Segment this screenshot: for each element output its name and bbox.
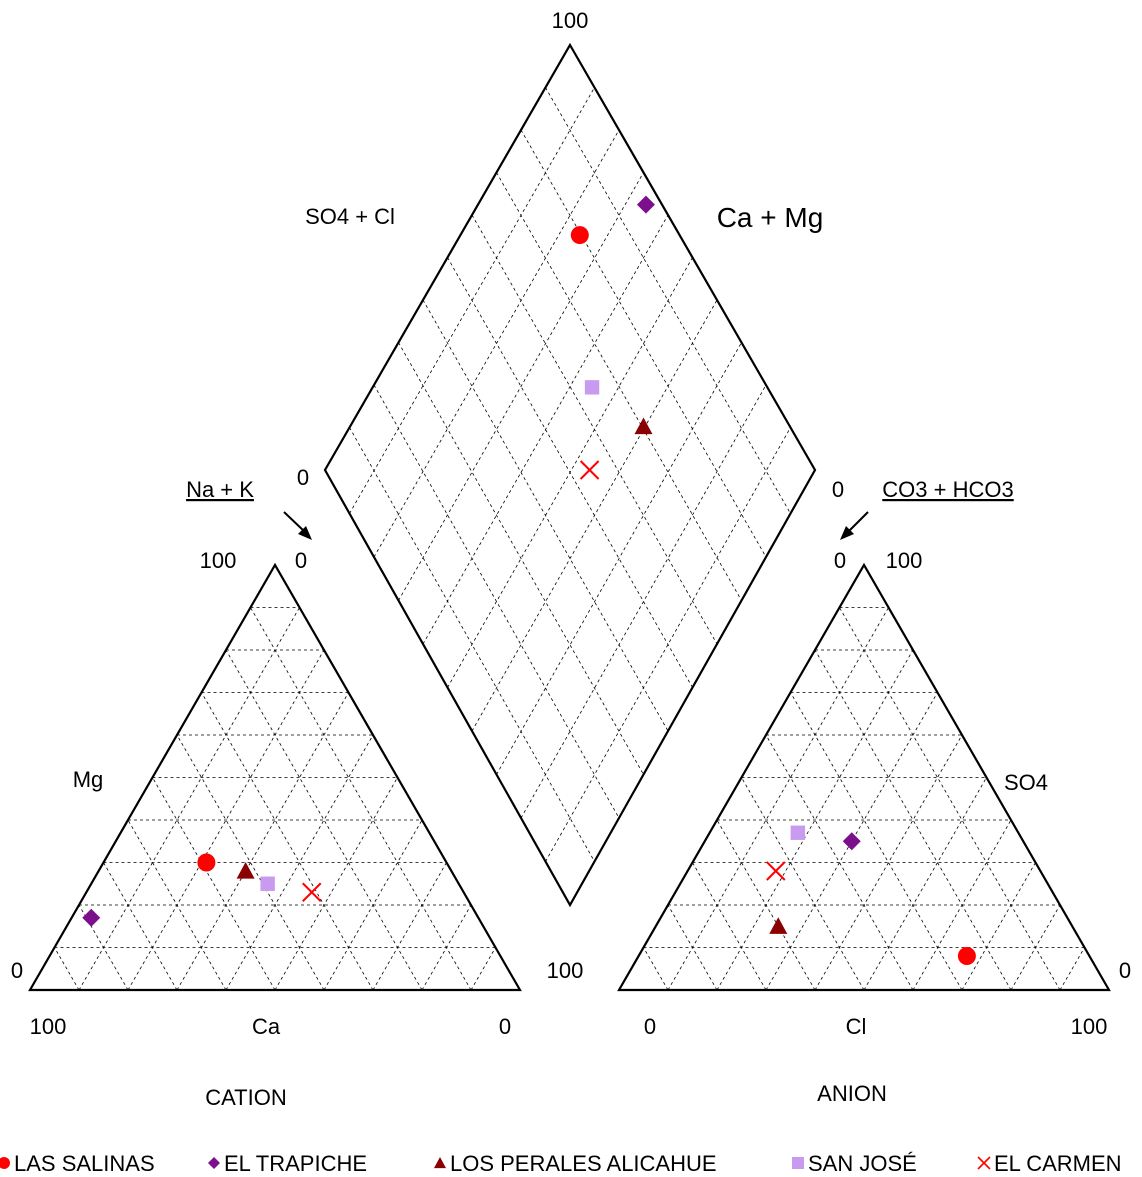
- diamond-point-el-trapiche: [636, 195, 655, 214]
- anion-triangle-grid-l: [863, 777, 987, 991]
- anion-tick-apex-left: 0: [834, 548, 846, 573]
- arrow-na-k: [283, 511, 312, 540]
- cation-tick-bottom-left: 100: [30, 1014, 67, 1039]
- diamond-grid-a: [349, 427, 595, 862]
- diamond-grid-b: [520, 384, 767, 819]
- anion-triangle-grid-r: [692, 862, 767, 991]
- cation-triangle-frame: [28, 562, 522, 992]
- diamond-point-las-salinas: [570, 226, 589, 245]
- legend-label-los-perales-alicahue: LOS PERALES ALICAHUE: [450, 1151, 717, 1176]
- anion-point-los-perales-alicahue: [769, 917, 788, 934]
- anion-triangle-grid-r: [667, 904, 718, 991]
- diamond-grid-b: [349, 87, 595, 514]
- anion-triangle-grid-l: [1059, 947, 1085, 991]
- anion-axis-label-so4: SO4: [1004, 770, 1048, 795]
- arrow-co3-hco3: [840, 511, 869, 540]
- anion-triangle-grid-r: [741, 777, 865, 991]
- cation-triangle-grid-r: [78, 904, 129, 991]
- cation-triangle-grid-l: [78, 607, 300, 991]
- cation-note-na-k: Na + K: [186, 477, 254, 502]
- cation-point-el-trapiche: [82, 908, 101, 927]
- anion-triangle-grid-l: [667, 607, 889, 991]
- anion-point-las-salinas: [957, 947, 976, 965]
- diamond-tick-left: 0: [297, 465, 309, 490]
- legend-label-las-salinas: LAS SALINAS: [14, 1151, 155, 1176]
- anion-point-el-trapiche: [842, 832, 861, 851]
- diamond-grid-a: [422, 299, 669, 732]
- anion-triangle-grid-r: [716, 819, 816, 991]
- cation-point-las-salinas: [197, 853, 216, 872]
- anion-triangle-frame: [617, 562, 1111, 992]
- cation-tick-apex-left: 100: [200, 548, 237, 573]
- cation-triangle-grid-l: [274, 777, 398, 991]
- cation-point-el-carmen: [302, 882, 322, 902]
- diamond-grid-a: [545, 87, 791, 514]
- diamond-grid-b: [422, 214, 669, 645]
- legend-label-san-jos-: SAN JOSÉ: [808, 1151, 917, 1176]
- diamond-axis-label-ca-mg: Ca + Mg: [717, 202, 824, 233]
- cation-title: CATION: [205, 1085, 286, 1110]
- diagram-frames: [28, 42, 1111, 992]
- anion-triangle-grid-l: [961, 862, 1036, 991]
- cation-triangle-grid-l: [176, 692, 349, 991]
- cation-triangle-grid-r: [127, 819, 227, 991]
- anion-axis-label-cl: Cl: [846, 1014, 867, 1039]
- anion-note-co3-hco3: CO3 + HCO3: [882, 477, 1013, 502]
- diamond-grid-a: [398, 342, 644, 775]
- cation-axis-label-mg: Mg: [73, 767, 104, 792]
- anion-tick-bottom-right: 100: [1071, 1014, 1108, 1039]
- diamond-frame: [323, 42, 817, 908]
- cation-tick-left-bottom: 0: [11, 958, 23, 983]
- grid-lines: [54, 87, 1085, 991]
- diamond-tick-top: 100: [552, 8, 589, 33]
- diamond-grid-b: [545, 427, 791, 862]
- anion-tick-apex-right: 100: [886, 548, 923, 573]
- diamond-grid-b: [471, 299, 718, 732]
- anion-triangle-grid-r: [643, 947, 669, 991]
- cation-triangle-grid-r: [54, 947, 80, 991]
- anion-title: ANION: [817, 1081, 887, 1106]
- diamond-point-el-carmen: [579, 460, 600, 480]
- anion-tick-right-bottom: 0: [1119, 958, 1131, 983]
- diamond-grid-b: [447, 257, 693, 688]
- diamond-grid-a: [496, 172, 742, 601]
- diamond-grid-a: [471, 214, 718, 645]
- cation-tick-bottom-right: 0: [499, 1014, 511, 1039]
- diamond-grid-a: [520, 129, 767, 558]
- cation-triangle-grid-r: [176, 734, 325, 991]
- cation-triangle-grid-r: [152, 777, 276, 991]
- legend-item-el-trapiche: EL TRAPICHE: [208, 1151, 367, 1176]
- anion-tick-bottom-left: 0: [644, 1014, 656, 1039]
- cation-point-los-perales-alicahue: [236, 862, 255, 879]
- legend-item-el-carmen: EL CARMEN: [977, 1151, 1122, 1176]
- diamond-point-los-perales-alicahue: [634, 417, 653, 435]
- data-points: [82, 195, 976, 965]
- anion-point-el-carmen: [766, 861, 786, 881]
- anion-triangle-grid-r: [765, 734, 914, 991]
- cation-tick-apex-right: 0: [295, 548, 307, 573]
- legend-item-los-perales-alicahue: LOS PERALES ALICAHUE: [434, 1151, 717, 1176]
- cation-triangle-grid-r: [201, 692, 374, 991]
- diamond-grid-b: [398, 172, 644, 601]
- cation-triangle-grid-l: [470, 947, 496, 991]
- anion-triangle-grid-r: [839, 607, 1061, 991]
- cation-point-san-jos-: [260, 876, 275, 891]
- diamond-tick-right: 0: [832, 477, 844, 502]
- anion-triangle-grid-r: [790, 692, 963, 991]
- cation-triangle-grid-r: [103, 862, 178, 991]
- legend: LAS SALINAS EL TRAPICHE LOS PERALES ALICAH…: [0, 1151, 1122, 1176]
- cation-axis-label-ca: Ca: [252, 1014, 281, 1039]
- legend-item-san-jos-: SAN JOSÉ: [792, 1151, 917, 1176]
- diamond-grid-b: [496, 342, 742, 775]
- diamond-axis-label-so4-cl: SO4 + Cl: [305, 204, 395, 229]
- legend-item-las-salinas: LAS SALINAS: [0, 1151, 155, 1176]
- legend-label-el-trapiche: EL TRAPICHE: [224, 1151, 367, 1176]
- cation-triangle-grid-r: [250, 607, 472, 991]
- cation-tick-right-bottom: 100: [547, 958, 584, 983]
- diamond-point-san-jos-: [584, 380, 600, 395]
- legend-label-el-carmen: EL CARMEN: [994, 1151, 1122, 1176]
- cation-triangle-grid-l: [372, 862, 447, 991]
- anion-point-san-jos-: [790, 825, 806, 840]
